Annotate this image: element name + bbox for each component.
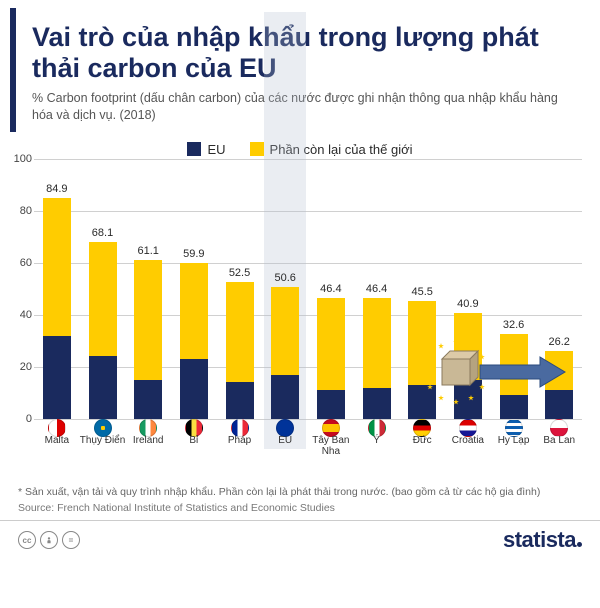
bar-stack — [134, 260, 162, 419]
bar-value: 32.6 — [503, 319, 524, 331]
chart-area: 020406080100 84.968.161.159.952.550.646.… — [0, 159, 600, 449]
bar-EU: 50.6 — [262, 272, 308, 419]
bar-segment-rest — [134, 260, 162, 380]
bar-stack — [180, 263, 208, 419]
x-label: Thụy Điển — [80, 435, 126, 457]
bar-value: 45.5 — [412, 286, 433, 298]
bar-segment-rest — [271, 287, 299, 374]
bar-stack — [317, 298, 345, 419]
bar-Ireland: 61.1 — [125, 245, 171, 419]
bar-segment-eu — [134, 380, 162, 419]
bar-value: 68.1 — [92, 227, 113, 239]
bar-segment-eu — [43, 336, 71, 419]
bar-segment-rest — [43, 198, 71, 336]
x-label: Croatia — [445, 435, 491, 457]
legend-swatch-rest — [250, 142, 264, 156]
legend-item-eu: EU — [187, 142, 225, 157]
x-label: Tây Ban Nha — [308, 435, 354, 457]
bar-Tây Ban Nha: 46.4 — [308, 283, 354, 419]
bar-value: 52.5 — [229, 267, 250, 279]
cc-nd-icon: = — [62, 531, 80, 549]
bar-segment-eu — [226, 382, 254, 418]
bar-Pháp: 52.5 — [217, 267, 263, 418]
legend-swatch-eu — [187, 142, 201, 156]
bar-value: 46.4 — [320, 283, 341, 295]
source-line: Source: French National Institute of Sta… — [0, 499, 600, 521]
bar-stack — [271, 287, 299, 419]
bar-value: 59.9 — [183, 248, 204, 260]
bar-segment-eu — [271, 375, 299, 419]
y-tick: 20 — [20, 361, 32, 373]
x-label: Đức — [399, 435, 445, 457]
bar-stack — [89, 242, 117, 419]
bar-Bỉ: 59.9 — [171, 248, 217, 419]
bar-segment-eu — [317, 390, 345, 419]
cc-icon: cc — [18, 531, 36, 549]
bar-value: 61.1 — [137, 245, 158, 257]
footer: cc = statista — [0, 521, 600, 553]
bar-segment-eu — [89, 356, 117, 418]
bar-stack — [363, 298, 391, 419]
chart-subtitle: % Carbon footprint (dấu chân carbon) của… — [32, 90, 582, 124]
x-axis-labels: MaltaThụy ĐiểnIrelandBỉPhápEUTây Ban Nha… — [34, 435, 582, 457]
bar-Ý: 46.4 — [354, 283, 400, 419]
y-tick: 40 — [20, 309, 32, 321]
x-label: Malta — [34, 435, 80, 457]
y-tick: 60 — [20, 257, 32, 269]
bar-segment-rest — [363, 298, 391, 387]
bar-segment-rest — [180, 263, 208, 359]
bar-Thụy Điển: 68.1 — [80, 227, 126, 419]
bar-stack — [43, 198, 71, 419]
box-arrow-illustration — [420, 337, 570, 407]
legend-label-eu: EU — [207, 142, 225, 157]
statista-logo: statista — [503, 527, 582, 553]
bar-segment-rest — [317, 298, 345, 390]
chart-title: Vai trò của nhập khẩu trong lượng phát t… — [32, 22, 582, 84]
x-label: Ý — [354, 435, 400, 457]
bar-segment-eu — [180, 359, 208, 419]
bar-value: 84.9 — [46, 183, 67, 195]
bar-segment-rest — [226, 282, 254, 382]
y-tick: 0 — [26, 413, 32, 425]
y-tick: 80 — [20, 205, 32, 217]
bar-Malta: 84.9 — [34, 183, 80, 419]
bar-segment-eu — [363, 388, 391, 419]
x-label: Ba Lan — [536, 435, 582, 457]
x-label: Hy Lạp — [491, 435, 537, 457]
bar-value: 46.4 — [366, 283, 387, 295]
x-label: Ireland — [125, 435, 171, 457]
y-tick: 100 — [14, 153, 32, 165]
bar-value: 40.9 — [457, 298, 478, 310]
bar-segment-rest — [89, 242, 117, 357]
bar-stack — [226, 282, 254, 418]
x-label: Pháp — [217, 435, 263, 457]
x-label: Bỉ — [171, 435, 217, 457]
cc-by-icon — [40, 531, 58, 549]
bar-value: 50.6 — [274, 272, 295, 284]
x-label: EU — [262, 435, 308, 457]
cc-badges: cc = — [18, 531, 80, 549]
y-axis: 020406080100 — [6, 159, 32, 419]
